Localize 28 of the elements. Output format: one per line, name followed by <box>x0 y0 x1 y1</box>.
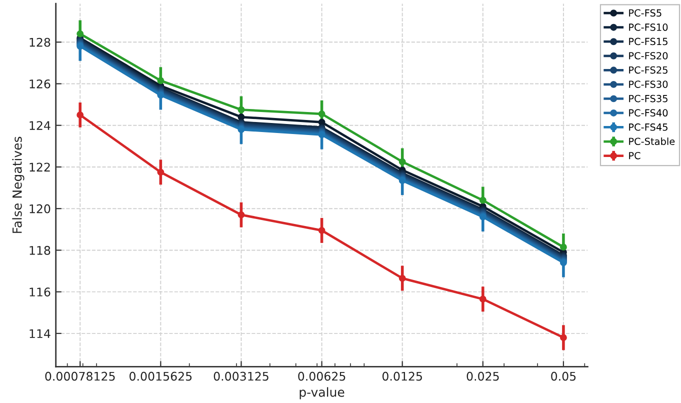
y-tick-label: 118 <box>30 246 50 255</box>
y-tick-label: 122 <box>30 162 50 172</box>
x-tick-label: 0.0015625 <box>130 372 192 381</box>
legend-label: PC-FS20 <box>629 52 668 60</box>
legend-label: PC-FS45 <box>629 123 668 131</box>
legend-label: PC-FS10 <box>629 24 668 31</box>
x-tick-label: 0.025 <box>466 372 499 381</box>
x-tick-label: 0.0125 <box>382 372 422 381</box>
x-axis-title: p-value <box>300 387 344 400</box>
legend-label: PC-FS30 <box>629 80 668 88</box>
x-tick-label: 0.00625 <box>298 372 346 381</box>
legend-label: PC-FS15 <box>629 38 668 46</box>
legend-label: PC-FS5 <box>629 9 662 17</box>
x-tick-label: 0.05 <box>551 372 576 381</box>
y-tick-label: 124 <box>30 121 50 130</box>
y-axis-title: False Negatives <box>12 136 24 233</box>
legend-label: PC-FS40 <box>629 109 668 117</box>
legend-label: PC-Stable <box>629 138 675 146</box>
y-tick-label: 126 <box>30 79 50 88</box>
y-tick-label: 128 <box>30 38 50 47</box>
y-tick-label: 120 <box>30 204 50 214</box>
x-tick-label: 0.00078125 <box>45 372 115 381</box>
legend-label: PC-FS35 <box>629 94 668 102</box>
y-tick-label: 114 <box>30 329 50 338</box>
y-tick-label: 116 <box>30 288 50 296</box>
legend-label: PC <box>629 152 640 160</box>
x-tick-label: 0.003125 <box>214 372 268 381</box>
legend-label: PC-FS25 <box>629 66 668 74</box>
